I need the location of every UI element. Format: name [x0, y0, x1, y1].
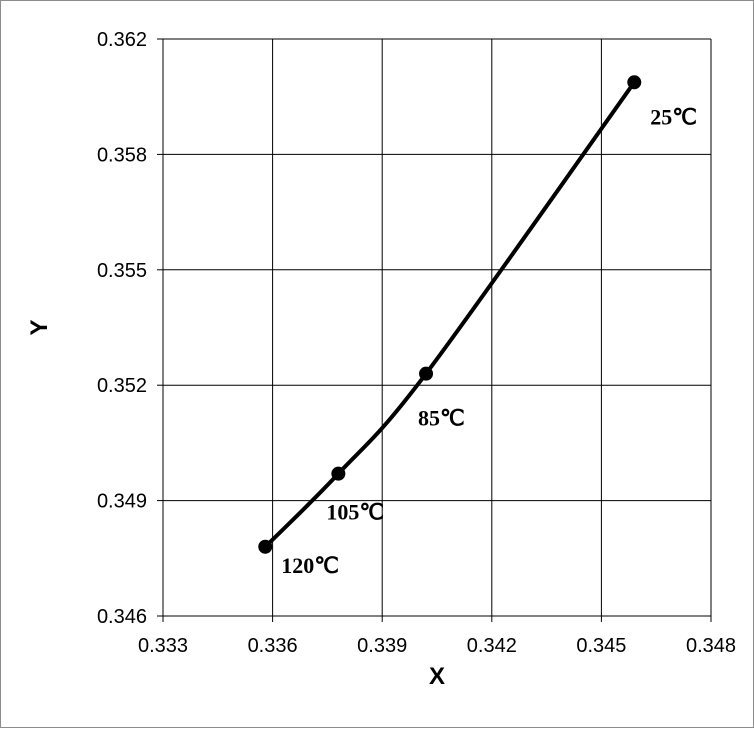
data-point-label: 120℃: [281, 553, 339, 578]
data-point: [331, 466, 346, 481]
data-point: [419, 366, 434, 381]
grid: [157, 38, 712, 622]
data-point-label: 85℃: [418, 406, 465, 431]
x-tick-label: 0.345: [576, 635, 626, 657]
data-point-label: 25℃: [650, 104, 697, 129]
y-tick-label: 0.362: [97, 29, 147, 51]
data-point: [627, 75, 642, 90]
y-tick-labels: 0.346 0.349 0.352 0.355 0.358 0.362: [97, 29, 147, 628]
y-tick-label: 0.349: [97, 491, 147, 513]
y-tick-label: 0.358: [97, 144, 147, 166]
y-axis-title: Y: [26, 319, 53, 335]
y-tick-label: 0.346: [97, 606, 147, 628]
data-point: [258, 539, 273, 554]
x-tick-label: 0.339: [357, 635, 407, 657]
x-tick-label: 0.333: [138, 635, 188, 657]
x-tick-labels: 0.333 0.336 0.339 0.342 0.345 0.348: [138, 635, 736, 657]
y-tick-label: 0.355: [97, 260, 147, 282]
y-tick-label: 0.352: [97, 375, 147, 397]
x-axis-title: X: [429, 663, 445, 690]
x-tick-label: 0.336: [248, 635, 298, 657]
series-line: [263, 81, 636, 549]
x-tick-label: 0.342: [467, 635, 517, 657]
data-point-label: 105℃: [326, 500, 384, 525]
x-tick-label: 0.348: [686, 635, 736, 657]
series: 120℃ 105℃ 85℃ 25℃: [258, 75, 697, 578]
